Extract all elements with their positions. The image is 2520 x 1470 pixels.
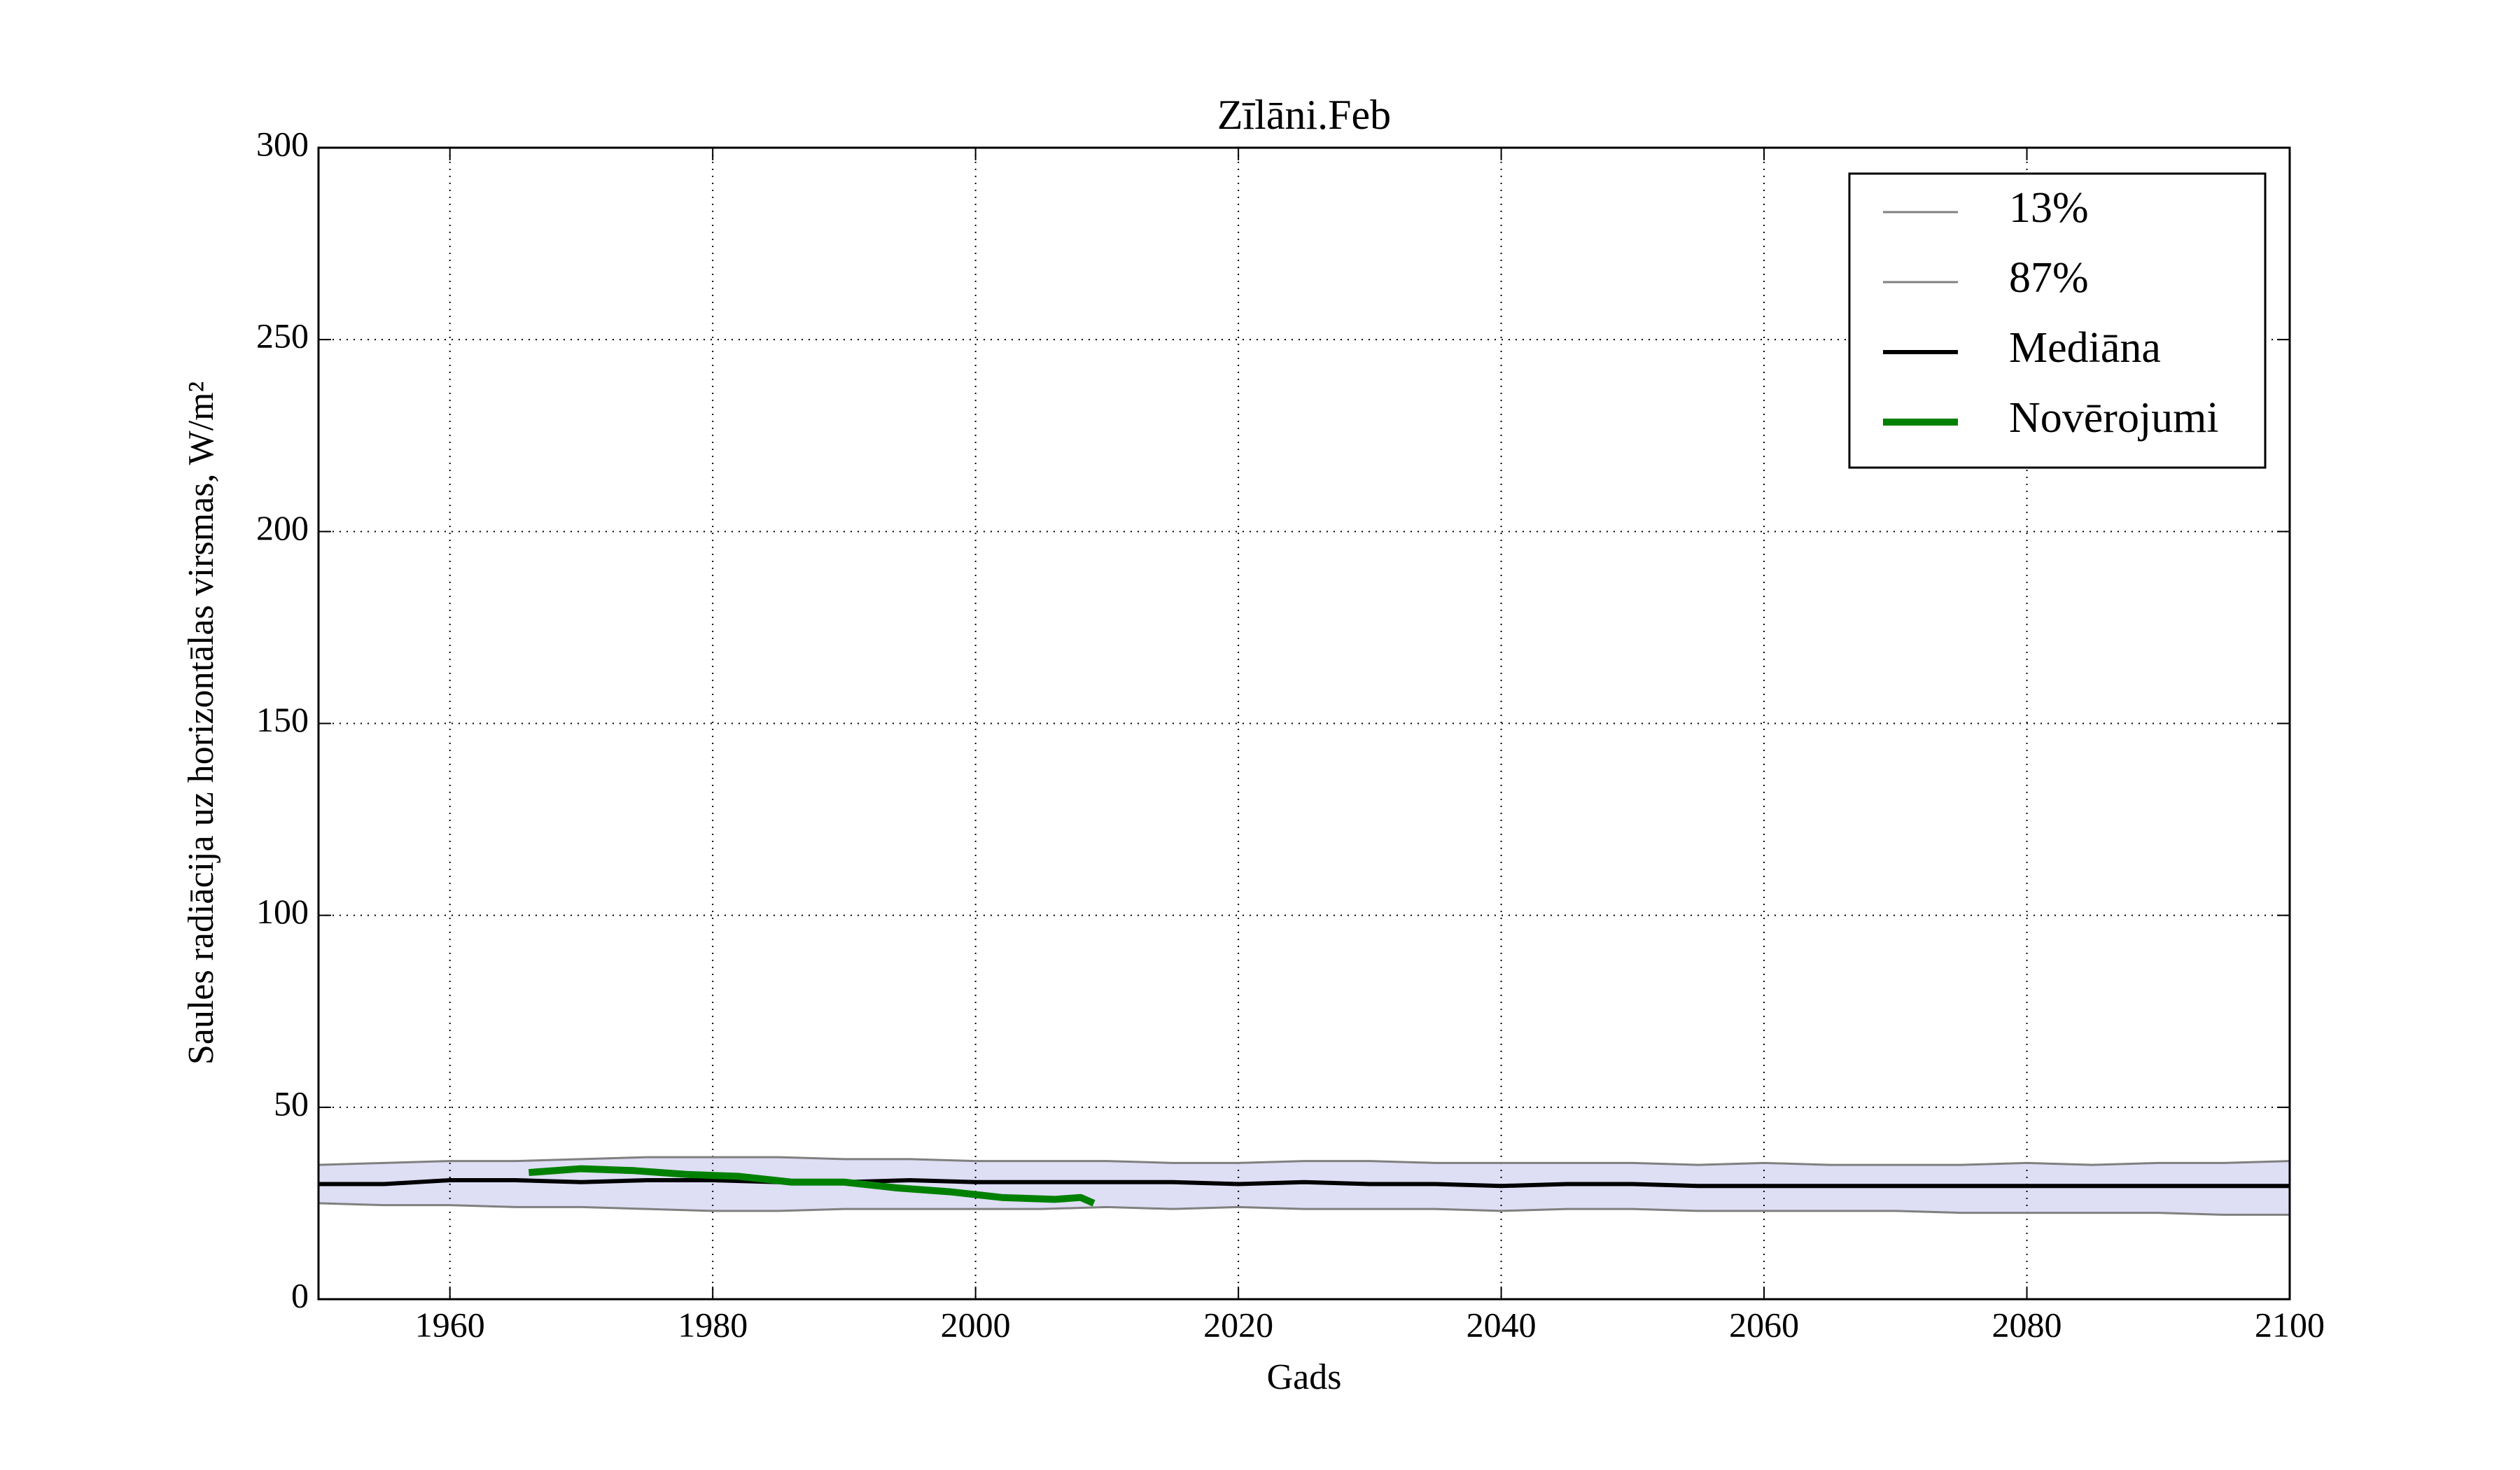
series-line (318, 1202, 2290, 1216)
y-tick-label: 100 (256, 892, 309, 931)
x-tick-label: 2000 (941, 1305, 1011, 1344)
x-axis-label: Gads (1267, 1357, 1342, 1397)
band (318, 1157, 2290, 1215)
x-tick-label: 2020 (1203, 1305, 1273, 1344)
x-tick-label: 2040 (1466, 1305, 1536, 1344)
series-line (318, 1178, 2290, 1189)
x-tick-label: 1960 (415, 1305, 485, 1344)
legend-label: 87% (2009, 254, 2089, 302)
chart-title: Zīlāni.Feb (1217, 92, 1391, 138)
legend-label: Novērojumi (2009, 394, 2219, 442)
x-tick-label: 2080 (1992, 1305, 2062, 1344)
y-tick-label: 200 (256, 508, 309, 547)
y-tick-label: 150 (256, 700, 309, 739)
plot-frame (317, 146, 2291, 1301)
y-tick-label: 0 (291, 1275, 309, 1315)
y-tick-label: 300 (256, 124, 309, 163)
y-tick-label: 50 (274, 1084, 309, 1123)
x-tick-label: 1980 (678, 1305, 748, 1344)
series-line (318, 1156, 2290, 1166)
series-line (528, 1165, 1096, 1207)
x-tick-label: 2060 (1729, 1305, 1799, 1344)
x-tick-label: 2100 (2255, 1305, 2325, 1344)
legend-label: Mediāna (2009, 324, 2161, 372)
legend-label: 13% (2009, 184, 2089, 232)
y-axis-label: Saules radiācija uz horizontālas virsmas… (181, 382, 221, 1065)
y-tick-label: 250 (256, 316, 309, 356)
